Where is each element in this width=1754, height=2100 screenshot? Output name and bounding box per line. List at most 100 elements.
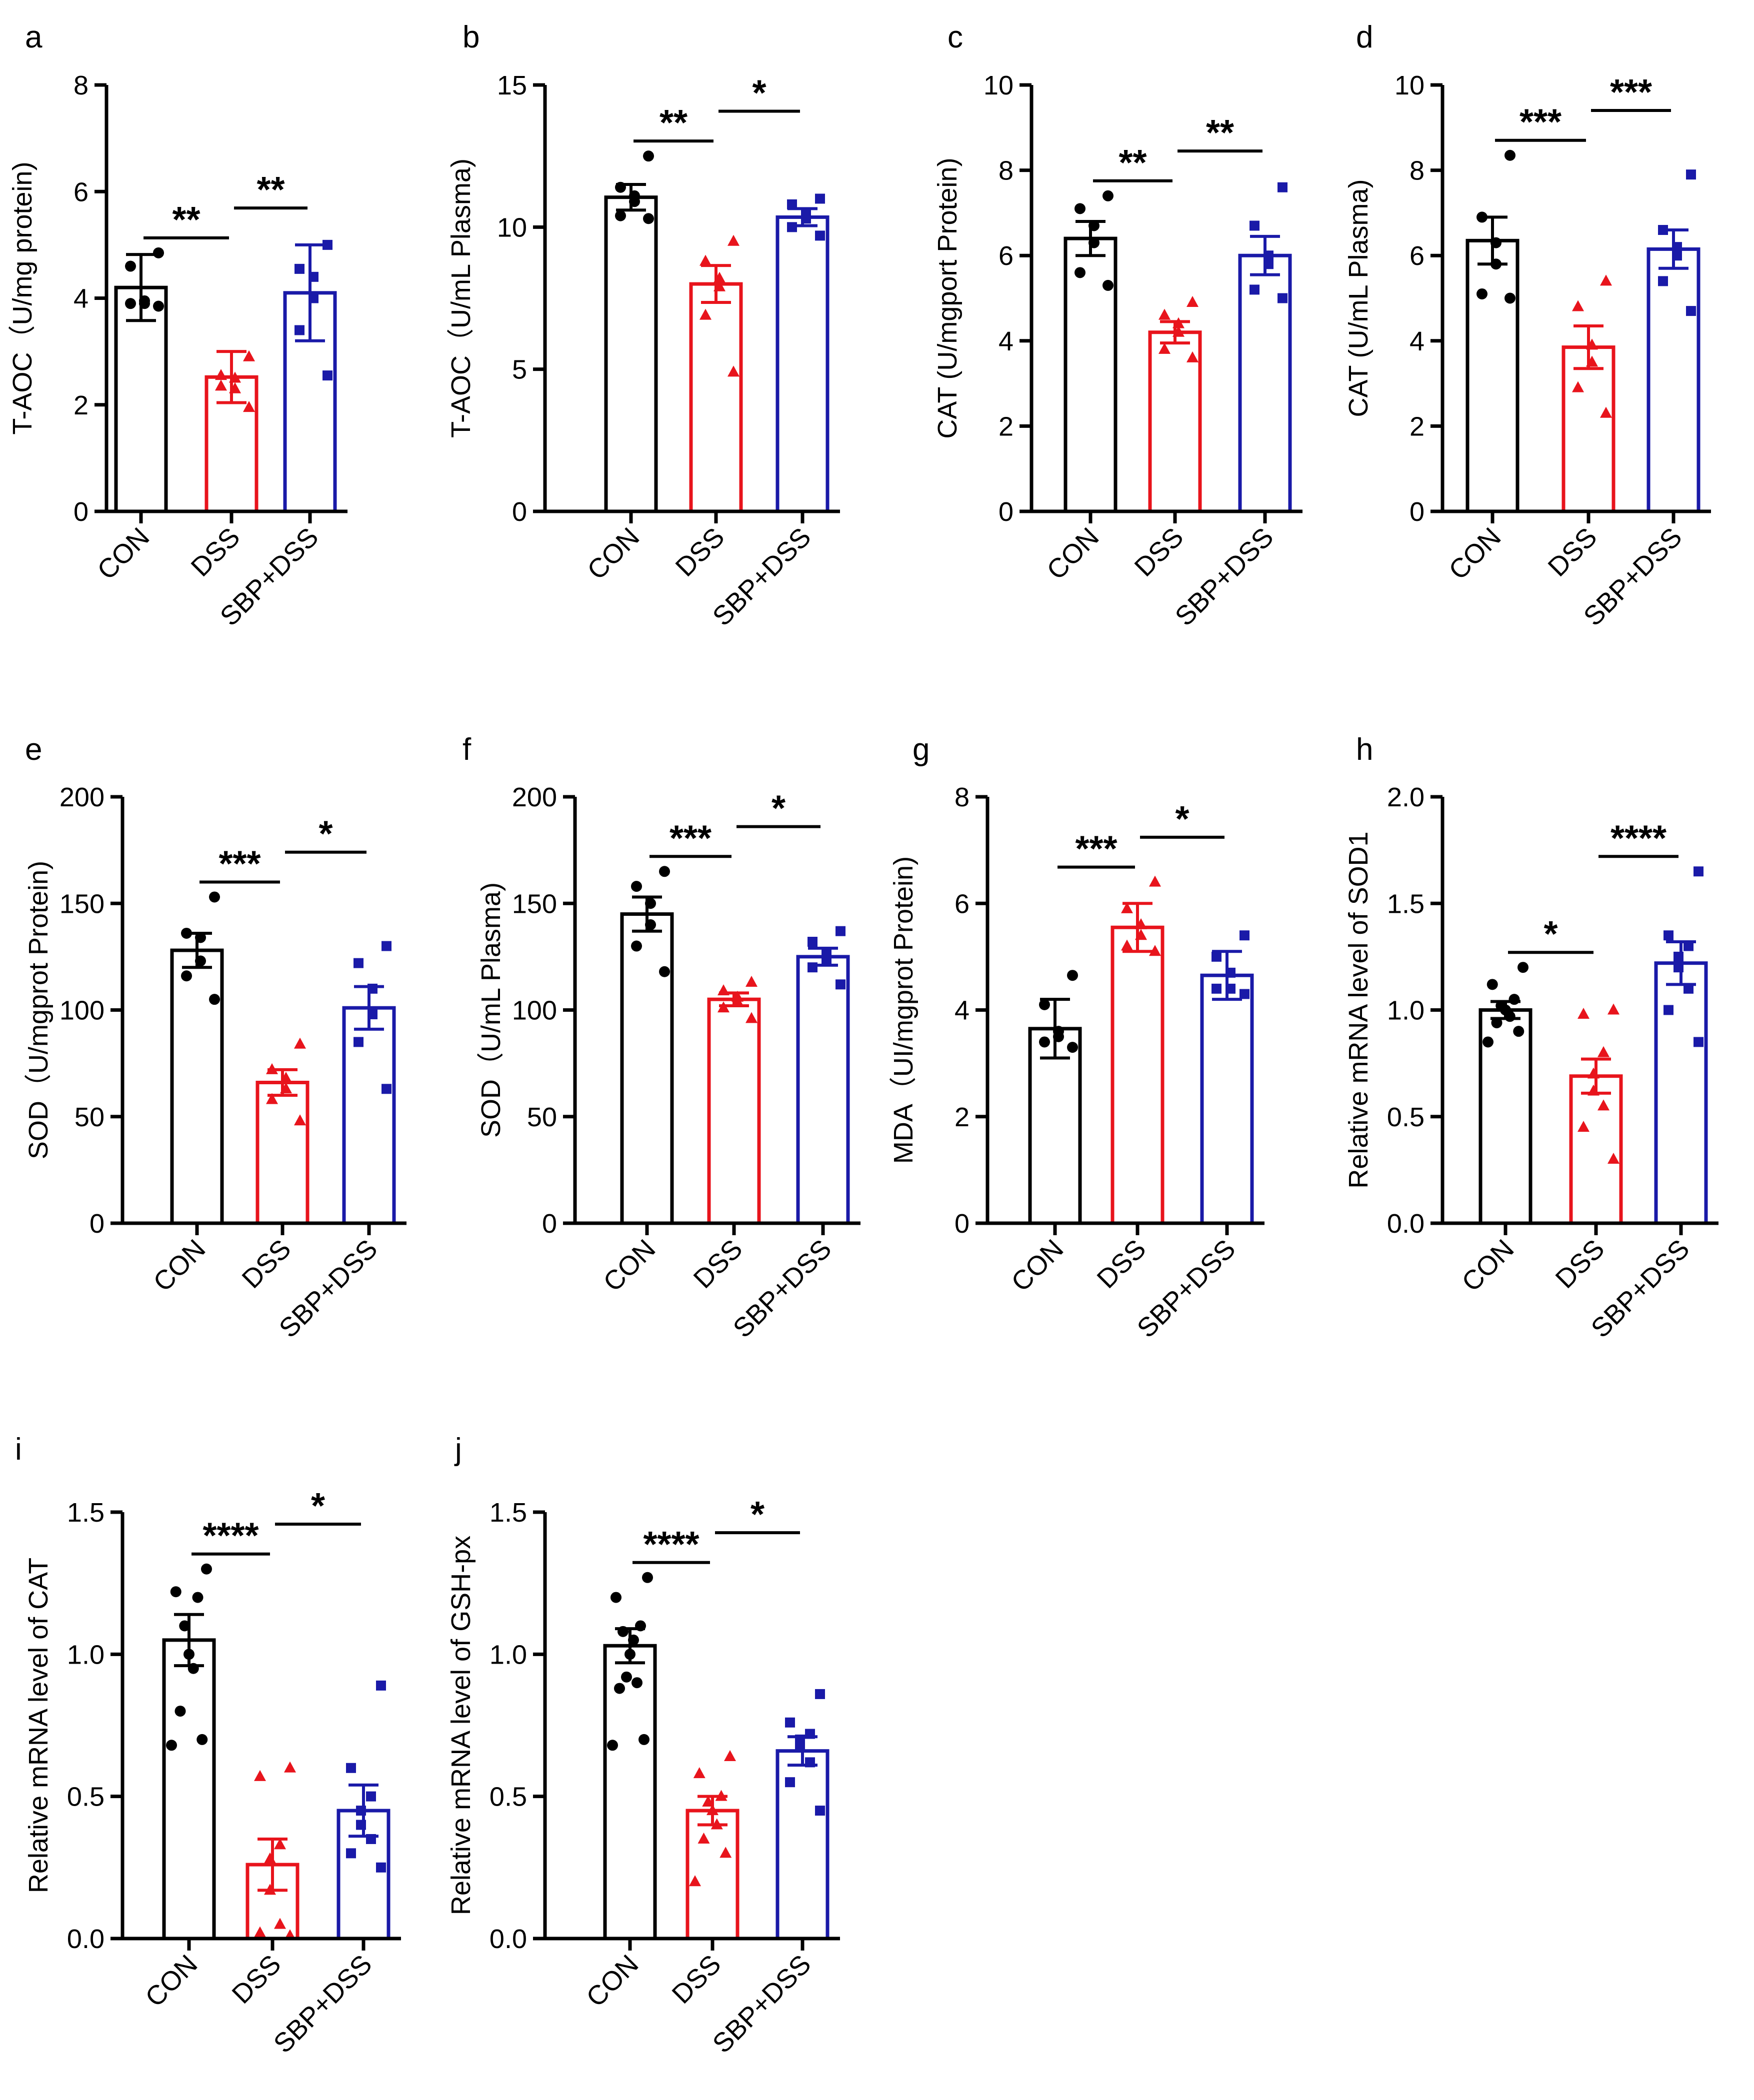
x-tick-label: CON xyxy=(580,1949,644,2013)
data-point xyxy=(785,1717,795,1728)
data-point xyxy=(659,866,670,877)
data-point xyxy=(1686,306,1696,316)
bar-dss xyxy=(689,282,743,513)
data-point xyxy=(294,1037,306,1049)
data-point xyxy=(787,199,797,209)
data-point xyxy=(274,1918,286,1929)
data-point xyxy=(280,1071,292,1083)
data-point xyxy=(322,239,332,250)
significance-label: * xyxy=(318,814,332,854)
y-tick-label: 0.5 xyxy=(490,1782,527,1812)
x-tick-label: SBP+DSS xyxy=(707,1949,817,2059)
y-tick-label: 200 xyxy=(60,782,104,812)
x-tick-label: CON xyxy=(598,1234,661,1297)
y-tick-label: 1.0 xyxy=(67,1640,104,1670)
y-tick-label: 0 xyxy=(998,497,1014,527)
data-point xyxy=(1039,999,1050,1010)
data-point xyxy=(366,1791,376,1802)
data-point xyxy=(718,1001,730,1013)
y-axis-title: CAT (U/mgport Protein) xyxy=(932,157,962,438)
x-tick-label: DSS xyxy=(1092,1234,1152,1294)
data-point xyxy=(1518,962,1528,973)
y-axis-title: T-AOC（U/mL Plasma) xyxy=(446,158,476,438)
x-tick-label: CON xyxy=(1456,1234,1520,1297)
data-point xyxy=(266,1063,278,1074)
y-tick-label: 15 xyxy=(497,70,527,100)
x-tick-label: DSS xyxy=(688,1234,748,1294)
panel-letter: j xyxy=(454,1432,462,1467)
data-point xyxy=(1226,983,1236,994)
data-point xyxy=(795,1740,805,1751)
data-point xyxy=(266,1093,278,1104)
data-point xyxy=(243,401,255,412)
significance-label: *** xyxy=(1520,102,1562,142)
panel-letter: d xyxy=(1356,20,1373,54)
data-point xyxy=(715,1790,728,1801)
data-point xyxy=(382,1084,392,1094)
data-point xyxy=(632,1677,642,1689)
y-tick-label: 4 xyxy=(998,326,1014,356)
data-point xyxy=(1121,939,1133,951)
bar-con xyxy=(603,1644,657,1941)
panel-letter: e xyxy=(25,732,42,767)
data-point xyxy=(1608,1003,1620,1015)
x-tick-label: DSS xyxy=(1550,1234,1610,1294)
data-point xyxy=(308,293,318,303)
panel-letter: f xyxy=(462,732,472,767)
bar-con xyxy=(620,912,674,1225)
data-point xyxy=(322,370,332,381)
data-point xyxy=(808,937,818,947)
x-tick-label: SBP+DSS xyxy=(1170,522,1280,632)
data-point xyxy=(1476,288,1488,299)
data-point xyxy=(356,1820,366,1830)
data-point xyxy=(624,1649,636,1660)
data-point xyxy=(1172,317,1184,328)
x-tick-label: SBP+DSS xyxy=(1132,1234,1242,1344)
data-point xyxy=(1074,267,1086,278)
data-point xyxy=(1186,296,1198,307)
data-point xyxy=(689,1875,701,1887)
data-point xyxy=(1067,970,1078,981)
data-point xyxy=(1039,1036,1050,1048)
data-point xyxy=(1694,866,1704,877)
x-tick-label: DSS xyxy=(666,1949,727,2010)
y-axis-title: Relative mRNA level of SOD1 xyxy=(1344,831,1374,1188)
data-point xyxy=(718,984,730,996)
data-point xyxy=(1486,979,1498,990)
data-point xyxy=(1686,169,1696,180)
panel-letter: c xyxy=(948,20,963,54)
data-point xyxy=(1482,1036,1494,1048)
data-point xyxy=(1149,875,1161,887)
data-point xyxy=(1149,945,1161,956)
data-point xyxy=(614,1683,625,1694)
data-point xyxy=(720,1847,732,1858)
panel-letter: b xyxy=(462,20,480,54)
x-tick-label: CON xyxy=(582,522,645,585)
bar-dss xyxy=(686,1809,740,1941)
data-point xyxy=(195,932,206,943)
y-tick-label: 100 xyxy=(512,996,557,1026)
data-point xyxy=(368,1009,378,1020)
x-tick-label: DSS xyxy=(670,522,730,582)
data-point xyxy=(201,1563,212,1575)
y-axis-title: Relative mRNA level of CAT xyxy=(24,1558,54,1893)
y-tick-label: 0.5 xyxy=(1387,1102,1424,1132)
data-point xyxy=(643,150,654,162)
data-point xyxy=(628,1634,639,1646)
significance-label: * xyxy=(750,1495,764,1535)
data-point xyxy=(1088,220,1100,231)
data-point xyxy=(787,222,797,232)
data-point xyxy=(1135,918,1147,929)
data-point xyxy=(815,193,825,204)
data-point xyxy=(693,1767,706,1779)
data-point xyxy=(785,1777,795,1788)
data-point xyxy=(1250,220,1260,231)
data-point xyxy=(356,1806,366,1816)
data-point xyxy=(836,979,846,990)
data-point xyxy=(618,1626,628,1637)
data-point xyxy=(188,1663,199,1674)
